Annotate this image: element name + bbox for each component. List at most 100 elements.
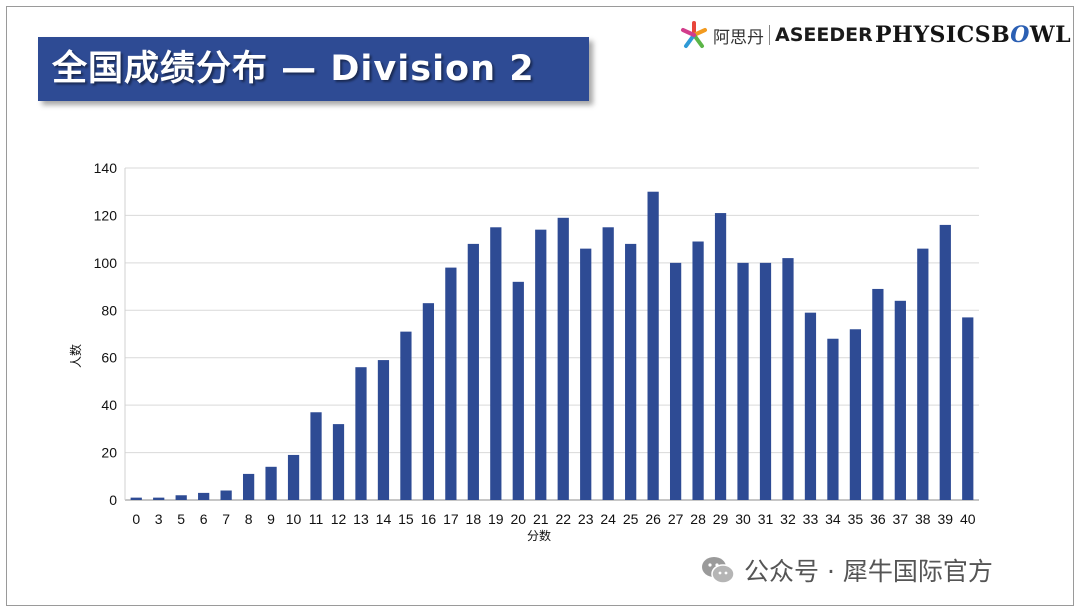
bar (490, 227, 502, 501)
x-tick-label: 13 (353, 511, 369, 527)
x-tick-label: 27 (668, 511, 684, 527)
x-tick-label: 16 (421, 511, 437, 527)
y-axis-title: 人数 (68, 344, 83, 368)
bar (198, 492, 210, 500)
aseeder-logo: 阿思丹 ASEEDER (679, 18, 873, 52)
y-tick-label: 100 (94, 255, 118, 271)
x-tick-label: 17 (443, 511, 459, 527)
x-tick-label: 15 (398, 511, 414, 527)
bar (849, 329, 862, 500)
x-tick-label: 39 (938, 511, 954, 527)
bar (602, 227, 614, 501)
bar (557, 217, 569, 501)
x-tick-label: 28 (690, 511, 706, 527)
bar (872, 288, 884, 500)
logo-divider (769, 25, 770, 45)
x-tick-label: 34 (825, 511, 841, 527)
x-tick-label: 26 (645, 511, 661, 527)
bar (287, 454, 300, 500)
bar (962, 317, 974, 500)
x-tick-label: 40 (960, 511, 976, 527)
x-tick-label: 25 (623, 511, 639, 527)
x-tick-label: 6 (200, 511, 208, 527)
x-tick-label: 7 (222, 511, 230, 527)
title-banner: 全国成绩分布 — Division 2 (38, 37, 589, 101)
physicsbowl-logo: PHYSICSB O WL (875, 18, 1071, 52)
x-tick-label: 35 (848, 511, 864, 527)
x-tick-label: 0 (132, 511, 140, 527)
physicsbowl-text-post: WL (1029, 22, 1072, 48)
x-tick-label: 38 (915, 511, 931, 527)
y-tick-label: 80 (101, 302, 117, 318)
x-tick-label: 36 (870, 511, 886, 527)
x-tick-label: 22 (555, 511, 571, 527)
bar (422, 303, 435, 500)
bar (535, 229, 547, 500)
bar (625, 243, 637, 500)
bar (669, 262, 682, 500)
x-tick-label: 33 (803, 511, 819, 527)
x-tick-label: 19 (488, 511, 504, 527)
aseeder-star-icon (681, 21, 707, 48)
x-tick-label: 29 (713, 511, 729, 527)
bar (400, 331, 412, 500)
bar (265, 466, 277, 500)
bar (445, 267, 457, 500)
y-tick-label: 140 (94, 160, 118, 176)
bar (377, 360, 390, 500)
x-tick-label: 9 (267, 511, 275, 527)
aseeder-cn-name: 阿思丹 (713, 27, 764, 48)
bar (580, 248, 592, 500)
bar (737, 262, 749, 500)
bar (310, 412, 322, 500)
x-tick-label: 5 (177, 511, 185, 527)
x-tick-label: 20 (511, 511, 527, 527)
x-tick-label: 8 (245, 511, 253, 527)
bar (714, 213, 727, 500)
bar (647, 191, 659, 500)
y-tick-label: 60 (101, 350, 117, 366)
bar (939, 224, 951, 500)
bar (175, 495, 187, 500)
x-tick-label: 21 (533, 511, 549, 527)
y-tick-label: 40 (101, 397, 117, 413)
wechat-watermark: 公众号 · 犀牛国际官方 (700, 552, 993, 588)
bar (759, 262, 772, 500)
x-tick-label: 31 (758, 511, 774, 527)
x-tick-label: 24 (600, 511, 616, 527)
bar (153, 497, 165, 500)
slide-title: 全国成绩分布 — Division 2 (52, 49, 535, 89)
x-tick-label: 10 (286, 511, 302, 527)
bar (220, 490, 232, 500)
bar (692, 241, 704, 500)
y-tick-label: 20 (101, 445, 117, 461)
wechat-icon (702, 557, 735, 584)
bar (827, 338, 839, 500)
x-tick-label: 18 (466, 511, 482, 527)
x-tick-label: 37 (893, 511, 909, 527)
x-tick-label: 12 (331, 511, 347, 527)
bar (917, 248, 929, 500)
bar (804, 312, 817, 500)
bar (355, 367, 367, 500)
x-tick-label: 32 (780, 511, 796, 527)
x-tick-label: 14 (376, 511, 392, 527)
aseeder-en-name: ASEEDER (775, 24, 873, 46)
x-tick-label: 23 (578, 511, 594, 527)
bar (332, 424, 345, 500)
bar (782, 258, 794, 500)
bar (467, 243, 479, 500)
x-axis-title: 分数 (527, 528, 551, 543)
bar (130, 497, 142, 500)
y-tick-label: 120 (94, 207, 118, 223)
x-tick-label: 30 (735, 511, 751, 527)
bar (242, 473, 255, 500)
bar (512, 281, 524, 500)
watermark-text: 公众号 · 犀牛国际官方 (744, 557, 993, 586)
x-tick-label: 11 (309, 511, 324, 527)
physicsbowl-text-pre: PHYSICSB (875, 22, 1011, 48)
x-tick-label: 3 (155, 511, 163, 527)
bar (894, 300, 906, 500)
y-tick-label: 0 (109, 492, 117, 508)
